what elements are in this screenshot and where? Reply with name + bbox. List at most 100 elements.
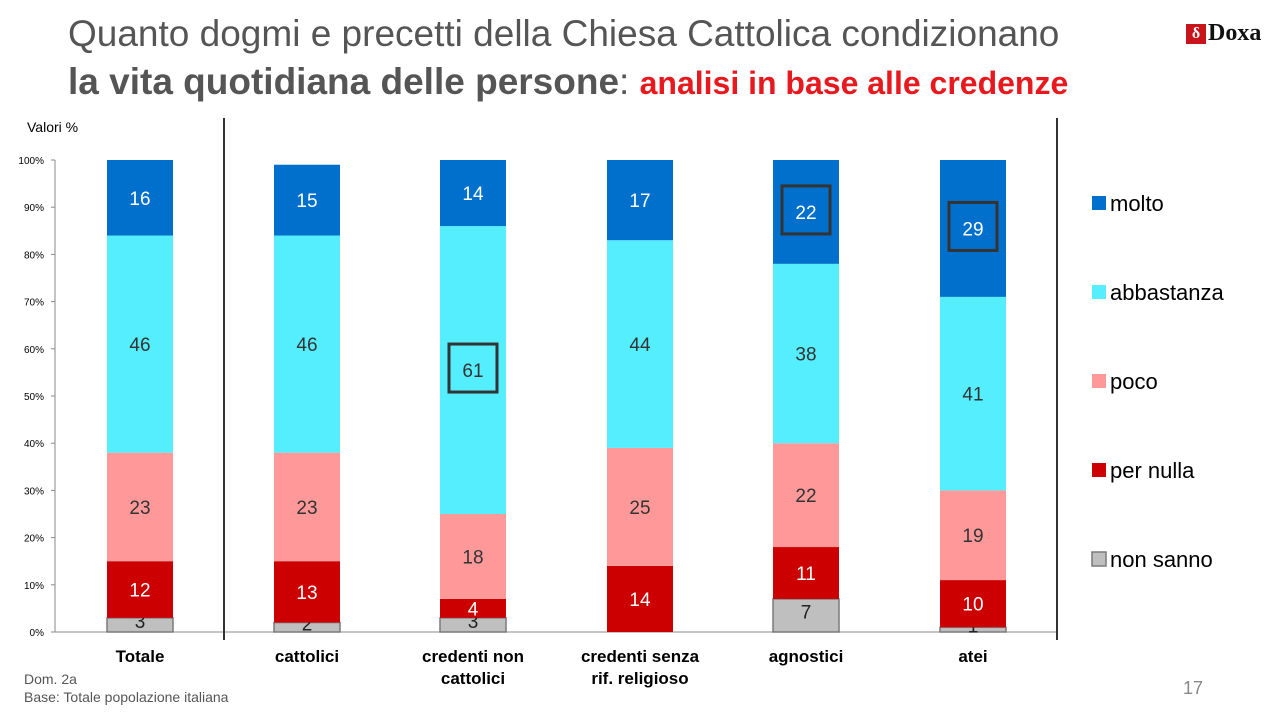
doxa-logo-mark: δ xyxy=(1186,23,1206,44)
category-label: agnostici xyxy=(769,647,844,666)
question-reference: Dom. 2a xyxy=(24,671,77,687)
data-label: 23 xyxy=(296,498,317,519)
values-unit-label: Valori % xyxy=(27,119,79,135)
bar-segment xyxy=(440,160,506,227)
bar-segment xyxy=(773,443,839,548)
bar-segment xyxy=(773,160,839,264)
page-number: 17 xyxy=(1183,678,1204,698)
bar-segment xyxy=(607,160,673,241)
bar-segment xyxy=(107,160,173,236)
legend-swatch xyxy=(1091,551,1107,567)
y-tick-label: 10% xyxy=(24,581,44,592)
category-label: cattolici xyxy=(441,669,505,688)
data-label: 44 xyxy=(629,335,651,356)
y-tick-label: 100% xyxy=(18,156,44,167)
legend-label: abbastanza xyxy=(1110,280,1225,305)
y-tick-label: 80% xyxy=(24,250,44,261)
bar-segment xyxy=(274,164,340,236)
bar-segment xyxy=(440,514,506,599)
y-tick-label: 30% xyxy=(24,486,44,497)
title-line-2: la vita quotidiana delle persone: analis… xyxy=(68,61,1068,102)
bar-segment xyxy=(274,235,340,453)
data-label: 14 xyxy=(629,590,651,611)
category-label: rif. religioso xyxy=(591,669,688,688)
bar-segment xyxy=(274,452,340,562)
bar-segment xyxy=(107,561,173,618)
data-label: 15 xyxy=(296,191,317,212)
bar-segment xyxy=(607,240,673,448)
bar-segment xyxy=(940,296,1006,491)
data-label: 12 xyxy=(129,581,150,602)
data-label: 18 xyxy=(462,547,483,568)
data-label: 25 xyxy=(629,498,650,519)
data-label: 11 xyxy=(796,564,816,585)
legend-swatch xyxy=(1092,463,1106,477)
y-tick-label: 40% xyxy=(24,439,44,450)
y-tick-label: 0% xyxy=(30,628,45,639)
data-label: 38 xyxy=(795,345,816,366)
bar-segment xyxy=(772,598,840,633)
title-line-1: Quanto dogmi e precetti della Chiesa Cat… xyxy=(68,13,1060,54)
legend-label: non sanno xyxy=(1110,547,1213,572)
category-label: atei xyxy=(958,647,987,666)
title-separator: : xyxy=(619,61,630,102)
data-label: 14 xyxy=(462,184,484,205)
data-label: 4 xyxy=(468,599,479,620)
y-tick-label: 50% xyxy=(24,392,44,403)
data-label: 41 xyxy=(962,385,983,406)
bar-segment xyxy=(607,447,673,566)
data-label: 22 xyxy=(795,203,816,224)
category-label: Totale xyxy=(116,647,165,666)
data-label: 46 xyxy=(129,335,150,356)
legend-label: molto xyxy=(1110,191,1164,216)
data-label: 2 xyxy=(302,614,313,635)
data-label: 22 xyxy=(795,486,816,507)
title-red-subtitle: analisi in base alle credenze xyxy=(639,65,1069,101)
bar-segment xyxy=(440,226,506,514)
legend-label: per nulla xyxy=(1110,458,1195,483)
category-label: credenti senza xyxy=(581,647,700,666)
doxa-logo: δ Doxa xyxy=(1186,20,1261,47)
data-label: 29 xyxy=(962,219,983,240)
data-label: 46 xyxy=(296,335,317,356)
legend-swatch xyxy=(1092,374,1106,388)
data-label: 17 xyxy=(629,191,650,212)
data-label: 16 xyxy=(129,189,150,210)
bar-segment xyxy=(773,547,839,599)
bar-segment xyxy=(107,235,173,453)
y-tick-label: 60% xyxy=(24,345,44,356)
y-tick-label: 20% xyxy=(24,534,44,545)
slide-title: Quanto dogmi e precetti della Chiesa Cat… xyxy=(68,10,1168,107)
footer-notes: Dom. 2a Base: Totale popolazione italian… xyxy=(24,670,228,706)
data-label: 3 xyxy=(135,612,146,633)
highlight-box xyxy=(947,200,999,252)
legend-swatch xyxy=(1092,196,1106,210)
category-label: credenti non xyxy=(422,647,524,666)
data-label: 13 xyxy=(296,583,317,604)
title-bold-part: la vita quotidiana delle persone xyxy=(68,61,620,102)
bar-segment xyxy=(940,580,1006,628)
data-label: 3 xyxy=(468,612,479,633)
highlight-box xyxy=(780,184,832,236)
bar-segment xyxy=(440,598,506,618)
category-label: cattolici xyxy=(275,647,339,666)
bar-segment xyxy=(773,263,839,444)
sample-base: Base: Totale popolazione italiana xyxy=(24,689,229,705)
legend-label: poco xyxy=(1110,369,1158,394)
data-label: 19 xyxy=(962,526,983,547)
y-tick-label: 90% xyxy=(24,203,44,214)
bar-segment xyxy=(274,561,340,623)
highlight-box xyxy=(447,342,499,394)
bar-segment xyxy=(107,452,173,562)
y-tick-label: 70% xyxy=(24,298,44,309)
bar-segment xyxy=(940,160,1006,297)
bar-segment xyxy=(607,565,673,632)
data-label: 61 xyxy=(462,361,483,382)
doxa-logo-text: Doxa xyxy=(1208,20,1262,46)
data-label: 23 xyxy=(129,498,150,519)
legend-swatch xyxy=(1092,285,1106,299)
data-label: 10 xyxy=(962,595,983,616)
data-label: 7 xyxy=(801,602,812,623)
bar-segment xyxy=(940,490,1006,581)
